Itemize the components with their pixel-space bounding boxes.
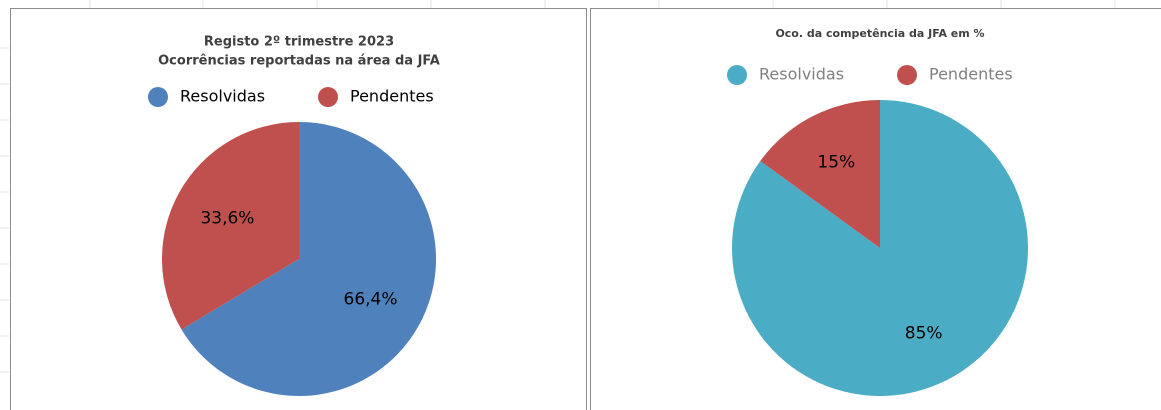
data-label: 15% <box>817 152 855 172</box>
pie-slice <box>181 122 436 396</box>
legend-marker <box>727 65 747 85</box>
pie-slice <box>162 122 299 330</box>
pie-slice <box>760 100 880 248</box>
chart-title: Registo 2º trimestre 2023 <box>204 35 394 50</box>
legend-marker <box>148 87 168 107</box>
legend-label: Pendentes <box>350 87 434 106</box>
legend-marker <box>897 65 917 85</box>
legend-label: Pendentes <box>929 65 1013 84</box>
sheet-grid <box>0 0 1116 373</box>
data-label: 85% <box>905 324 943 344</box>
data-label: 66,4% <box>344 290 398 310</box>
legend-marker <box>318 87 338 107</box>
chart-subtitle: Ocorrências reportadas na área da JFA <box>158 54 440 69</box>
legend-label: Resolvidas <box>180 87 265 106</box>
data-label: 33,6% <box>200 208 254 228</box>
chart-title: Oco. da competência da JFA em % <box>775 27 984 40</box>
legend-label: Resolvidas <box>759 65 844 84</box>
